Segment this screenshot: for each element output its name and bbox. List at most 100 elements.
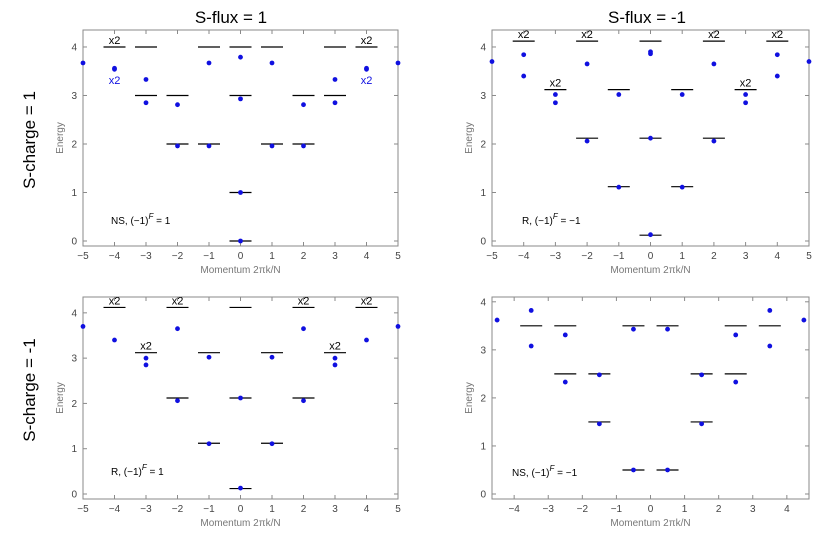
- x-axis-label: Momentum 2πk/N: [200, 265, 280, 276]
- y-axis-label: Energy: [464, 122, 475, 154]
- data-point: [269, 60, 275, 66]
- data-point: [528, 343, 534, 349]
- x-tick-label: 2: [716, 504, 722, 515]
- data-point: [238, 485, 243, 491]
- data-point: [648, 51, 653, 57]
- multiplicity-label: x2: [550, 78, 562, 90]
- data-point: [774, 52, 780, 58]
- data-point: [395, 60, 401, 66]
- data-point: [665, 326, 670, 332]
- data-point: [143, 100, 149, 106]
- x-tick-label: 3: [743, 251, 749, 262]
- multiplicity-label: x2: [140, 341, 152, 353]
- x-tick-label: −3: [140, 251, 152, 262]
- data-point: [733, 379, 739, 385]
- data-point: [238, 96, 243, 102]
- data-point: [332, 355, 338, 361]
- data-point: [206, 60, 212, 66]
- x-tick-label: 5: [395, 504, 401, 515]
- x-tick-label: 4: [364, 251, 370, 262]
- x-tick-label: −2: [172, 504, 184, 515]
- column-title-sflux-minus: S-flux = -1: [608, 8, 686, 27]
- y-tick-label: 3: [480, 91, 486, 102]
- multiplicity-label: x2: [109, 35, 121, 47]
- x-tick-label: 1: [679, 251, 685, 262]
- x-tick-label: −1: [203, 504, 215, 515]
- data-point: [238, 395, 243, 401]
- multiplicity-label: x2: [771, 29, 783, 41]
- data-point: [206, 354, 212, 360]
- x-tick-label: 1: [269, 504, 275, 515]
- data-point: [332, 362, 338, 368]
- data-point: [774, 73, 780, 79]
- x-tick-label: −2: [172, 251, 184, 262]
- data-point: [494, 317, 500, 323]
- data-point: [112, 337, 117, 343]
- x-tick-label: 0: [648, 251, 654, 262]
- y-tick-label: 0: [71, 237, 77, 248]
- data-point: [553, 100, 558, 106]
- data-point: [175, 326, 180, 332]
- x-tick-label: 3: [332, 251, 338, 262]
- data-point: [665, 467, 670, 473]
- panel-top-left: −5 −4 −3 −2 −1 0 1 2 3 4 5 0 1 2 3 4 Momentum 2πk/N Energ…: [55, 29, 401, 276]
- data-point: [699, 421, 705, 427]
- y-tick-label: 2: [71, 399, 77, 410]
- x-tick-label: −1: [203, 251, 215, 262]
- data-point: [489, 59, 495, 64]
- y-tick-label: 0: [480, 237, 486, 248]
- x-tick-label: 0: [648, 504, 654, 515]
- y-tick-label: 2: [480, 393, 486, 404]
- x-tick-label: −3: [140, 504, 152, 515]
- x-tick-label: 4: [775, 251, 781, 262]
- x-tick-label: 3: [750, 504, 756, 515]
- data-point: [143, 362, 149, 368]
- multiplicity-label: x2: [109, 295, 121, 307]
- data-point: [801, 317, 807, 323]
- column-title-sflux-plus: S-flux = 1: [194, 8, 268, 27]
- data-point: [364, 337, 369, 343]
- data-point: [528, 308, 534, 313]
- data-point: [584, 61, 590, 67]
- data-point: [631, 326, 636, 332]
- data-point: [301, 326, 306, 332]
- x-tick-label: −4: [109, 504, 121, 515]
- y-axis-label: Energy: [464, 382, 475, 414]
- y-tick-label: 3: [71, 91, 77, 102]
- y-tick-label: 1: [71, 188, 77, 199]
- data-point: [175, 102, 180, 108]
- data-point: [743, 100, 748, 106]
- data-point: [269, 441, 275, 447]
- multiplicity-label: x2: [581, 29, 593, 41]
- plot-frame: [82, 29, 399, 247]
- multiplicity-label: x2: [708, 29, 720, 41]
- y-tick-label: 4: [71, 308, 77, 319]
- y-tick-label: 1: [480, 441, 486, 452]
- data-point: [238, 54, 243, 60]
- x-tick-label: 0: [238, 504, 244, 515]
- data-point: [699, 372, 705, 378]
- sector-annotation: NS, (−1)F = 1: [111, 212, 171, 227]
- data-point: [143, 77, 149, 82]
- data-point: [711, 138, 717, 144]
- data-point: [711, 61, 717, 67]
- y-axis-label: Energy: [55, 382, 66, 414]
- data-point: [616, 92, 622, 97]
- x-tick-label: −2: [581, 251, 593, 262]
- data-point: [301, 102, 306, 108]
- sector-annotation: R, (−1)F = 1: [111, 463, 164, 478]
- y-tick-label: 2: [480, 139, 486, 150]
- y-tick-label: 3: [480, 345, 486, 356]
- sector-annotation: R, (−1)F = −1: [522, 212, 581, 227]
- x-tick-label: 5: [395, 251, 401, 262]
- data-point: [553, 92, 558, 97]
- data-point: [648, 135, 653, 141]
- x-axis-label: Momentum 2πk/N: [610, 518, 690, 529]
- data-point: [806, 59, 812, 64]
- y-tick-label: 0: [71, 490, 77, 501]
- y-tick-label: 1: [480, 188, 486, 199]
- x-tick-label: 2: [711, 251, 717, 262]
- data-point: [679, 184, 685, 190]
- x-tick-label: 1: [269, 251, 275, 262]
- data-point: [175, 398, 180, 404]
